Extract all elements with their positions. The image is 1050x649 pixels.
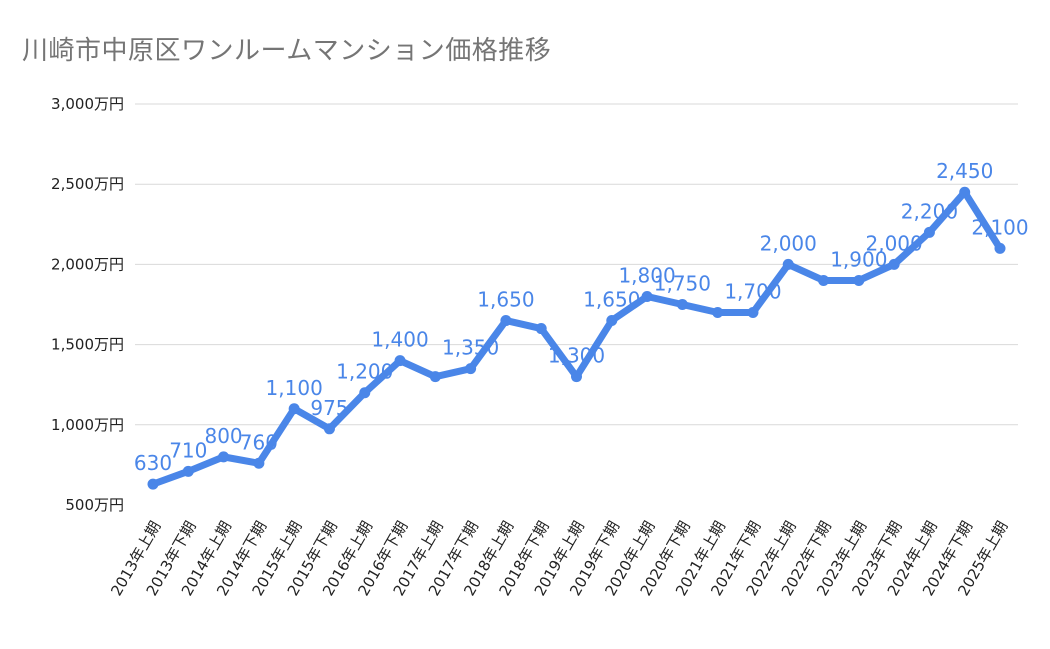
data-label: 1,900: [830, 247, 887, 271]
y-tick-label: 2,500万円: [51, 175, 124, 193]
data-label: 1,650: [583, 288, 640, 312]
data-point: [218, 451, 230, 463]
data-point: [782, 258, 794, 270]
data-label: 1,400: [371, 328, 428, 352]
y-tick-label: 1,500万円: [51, 336, 124, 354]
data-point: [288, 403, 300, 415]
data-label: 800: [204, 424, 242, 448]
data-points: [147, 186, 1006, 490]
data-label: 1,700: [724, 280, 781, 304]
data-point: [747, 307, 759, 319]
data-label: 1,200: [336, 360, 393, 384]
y-tick-label: 500万円: [65, 496, 124, 514]
data-point: [676, 299, 688, 310]
data-label: 1,800: [618, 263, 675, 287]
y-tick-label: 1,000万円: [51, 416, 124, 434]
chart-title: 川崎市中原区ワンルームマンション価格推移: [22, 36, 552, 66]
data-point: [500, 315, 512, 327]
data-point: [994, 242, 1006, 254]
data-label: 2,000: [865, 231, 922, 255]
y-axis-ticks: 500万円 1,000万円 1,500万円 2,000万円 2,500万円 3,000万円: [51, 95, 124, 514]
data-label: 630: [134, 451, 172, 475]
data-point: [818, 274, 830, 286]
data-label: 2,000: [760, 231, 817, 255]
data-point: [606, 315, 618, 327]
data-point: [465, 363, 477, 375]
data-label: 1,100: [266, 376, 323, 400]
data-label: 975: [310, 396, 348, 420]
data-label: 2,450: [936, 159, 993, 183]
data-label: 760: [240, 430, 278, 454]
data-point: [888, 258, 900, 270]
data-label: 2,100: [971, 215, 1028, 239]
data-label: 2,200: [901, 199, 958, 223]
data-label: 1,650: [477, 288, 534, 312]
data-point: [182, 465, 194, 477]
data-point: [535, 323, 547, 335]
data-point: [571, 371, 582, 383]
data-point: [323, 423, 335, 435]
data-point: [147, 478, 159, 490]
data-point: [253, 457, 265, 469]
x-axis-ticks: 2013年上期2013年下期2014年上期2014年下期2015年上期2015年…: [107, 518, 1011, 599]
data-point: [712, 307, 724, 319]
data-point: [394, 355, 406, 367]
data-label: 1,350: [442, 336, 499, 360]
data-label: 1,750: [654, 272, 711, 296]
data-point: [641, 290, 653, 302]
y-tick-label: 3,000万円: [51, 95, 124, 113]
data-point: [923, 226, 935, 238]
data-point: [359, 387, 371, 399]
data-label: 710: [169, 438, 207, 462]
y-tick-label: 2,000万円: [51, 255, 124, 273]
data-point: [959, 186, 971, 198]
data-label: 1,300: [548, 344, 605, 368]
data-point: [429, 371, 441, 383]
data-point: [853, 274, 865, 286]
